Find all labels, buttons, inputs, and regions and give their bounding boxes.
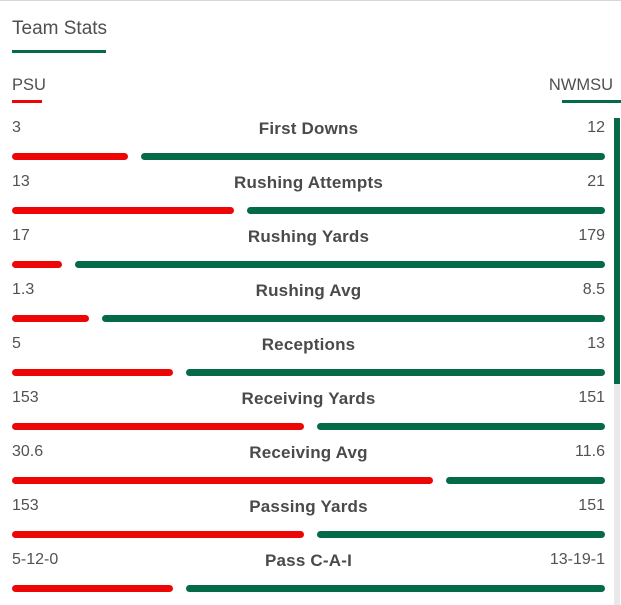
nwmsu-bar — [186, 585, 605, 592]
psu-bar — [12, 153, 128, 160]
stat-label: Pass C-A-I — [264, 551, 353, 570]
left-team-value: 153 — [12, 497, 39, 514]
stat-bars — [12, 207, 605, 214]
right-team-value: 12 — [587, 119, 605, 136]
psu-bar — [12, 315, 89, 322]
right-team-value: 21 — [587, 173, 605, 190]
nwmsu-bar — [316, 531, 605, 538]
stat-row-text: 153 Passing Yards 151 — [0, 489, 621, 517]
stat-row-text: 30.6 Receiving Avg 11.6 — [0, 435, 621, 463]
team-name-nwmsu: NWMSU — [548, 76, 613, 94]
nwmsu-underline — [562, 100, 621, 103]
right-team-value: 11.6 — [575, 443, 605, 460]
left-team-value: 153 — [12, 389, 39, 406]
nwmsu-bar — [316, 423, 605, 430]
stat-row: 17 Rushing Yards 179 — [0, 219, 621, 273]
left-team-value: 5-12-0 — [12, 551, 59, 568]
psu-bar — [12, 261, 63, 268]
nwmsu-bar — [246, 207, 605, 214]
stat-row-text: 1.3 Rushing Avg 8.5 — [0, 273, 621, 301]
left-team-value: 5 — [12, 335, 21, 352]
stat-row-text: 153 Receiving Yards 151 — [0, 381, 621, 409]
psu-bar — [12, 423, 304, 430]
psu-bar — [12, 369, 174, 376]
stat-row: 3 First Downs 12 — [0, 111, 621, 165]
stat-row: 13 Rushing Attempts 21 — [0, 165, 621, 219]
stat-row: 5 Receptions 13 — [0, 327, 621, 381]
stat-row-text: 13 Rushing Attempts 21 — [0, 165, 621, 193]
stats-list: 3 First Downs 12 13 Rushing Attempts 21 17 Rush… — [0, 111, 621, 597]
nwmsu-bar — [101, 315, 605, 322]
psu-bar — [12, 477, 433, 484]
stat-label: Passing Yards — [249, 497, 368, 516]
stat-row-text: 17 Rushing Yards 179 — [0, 219, 621, 247]
nwmsu-bar — [445, 477, 605, 484]
stat-bars — [12, 531, 605, 538]
stat-label: First Downs — [258, 119, 359, 138]
left-team-value: 3 — [12, 119, 21, 136]
stat-bars — [12, 153, 605, 160]
stat-row: 153 Receiving Yards 151 — [0, 381, 621, 435]
left-team-value: 17 — [12, 227, 30, 244]
title-underline — [12, 50, 106, 53]
psu-bar — [12, 207, 234, 214]
psu-bar — [12, 585, 174, 592]
nwmsu-bar — [75, 261, 605, 268]
page-title: Team Stats — [12, 18, 108, 39]
stat-row: 1.3 Rushing Avg 8.5 — [0, 273, 621, 327]
stat-row: 30.6 Receiving Avg 11.6 — [0, 435, 621, 489]
stat-label: Rushing Attempts — [234, 173, 383, 192]
right-team-value: 8.5 — [582, 281, 605, 298]
stat-bars — [12, 369, 605, 376]
stat-label: Receptions — [261, 335, 356, 354]
stat-row-text: 3 First Downs 12 — [0, 111, 621, 139]
stat-bars — [12, 423, 605, 430]
right-team-value: 151 — [578, 389, 606, 406]
right-team-value: 13 — [587, 335, 606, 352]
stat-label: Receiving Avg — [249, 443, 368, 462]
stat-label: Rushing Avg — [255, 281, 362, 300]
psu-underline — [12, 100, 42, 103]
nwmsu-bar — [186, 369, 605, 376]
left-team-value: 30.6 — [12, 443, 44, 460]
nwmsu-bar — [141, 153, 605, 160]
psu-bar — [12, 531, 304, 538]
stat-label: Rushing Yards — [247, 227, 370, 246]
scrollbar-track[interactable] — [614, 118, 620, 605]
stat-row-text: 5-12-0 Pass C-A-I 13-19-1 — [0, 543, 621, 571]
stat-row-text: 5 Receptions 13 — [0, 327, 621, 355]
stat-bars — [12, 585, 605, 592]
stat-row: 153 Passing Yards 151 — [0, 489, 621, 543]
right-team-value: 179 — [578, 227, 606, 244]
scrollbar-thumb[interactable] — [614, 118, 620, 384]
stat-bars — [12, 261, 605, 268]
team-name-psu: PSU — [12, 76, 46, 94]
right-team-value: 151 — [578, 497, 605, 514]
stat-row: 5-12-0 Pass C-A-I 13-19-1 — [0, 543, 621, 597]
stat-label: Receiving Yards — [241, 389, 376, 408]
right-team-value: 13-19-1 — [549, 551, 605, 568]
stat-bars — [12, 477, 605, 484]
stat-bars — [12, 315, 605, 322]
left-team-value: 13 — [12, 173, 30, 190]
left-team-value: 1.3 — [12, 281, 35, 298]
